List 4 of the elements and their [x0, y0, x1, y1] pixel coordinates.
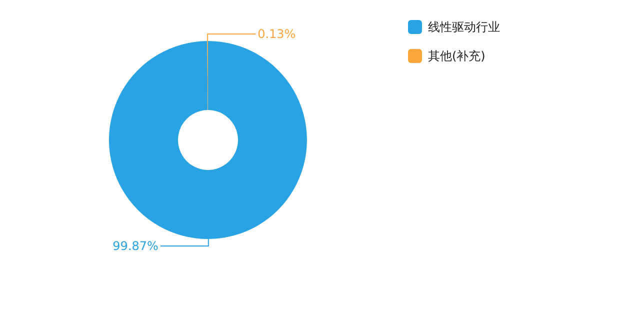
- data-label: 99.87%: [112, 239, 158, 254]
- legend-label: 其他(补充): [428, 49, 486, 64]
- legend-label: 线性驱动行业: [428, 20, 500, 34]
- data-label: 0.13%: [258, 27, 296, 42]
